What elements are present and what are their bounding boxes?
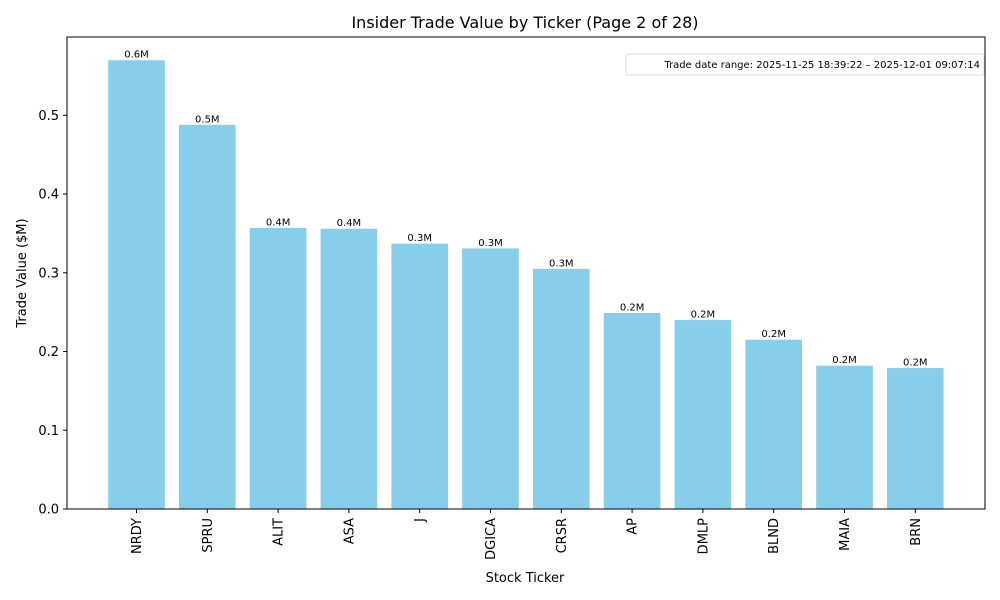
bar-alit (249, 227, 307, 509)
bar-blnd (745, 339, 802, 509)
x-tick-label: CRSR (555, 518, 570, 553)
x-tick-label: BLND (767, 518, 782, 554)
bar-brn (887, 368, 944, 509)
date-range-annotation: Trade date range: 2025-11-25 18:39:22 – … (625, 53, 985, 76)
bar-j (391, 243, 448, 509)
bar-crsr (533, 268, 590, 509)
bar-spru (179, 124, 236, 509)
bar-asa (320, 228, 378, 510)
annotation-background (625, 53, 985, 76)
x-tick-label: NRDY (130, 518, 145, 554)
y-tick-label: 0.4 (38, 188, 59, 203)
x-tick-label: DMLP (696, 518, 711, 554)
x-tick-label: SPRU (201, 518, 216, 553)
x-axis-label: Stock Ticker (486, 571, 565, 586)
x-tick-label: ASA (342, 518, 357, 544)
bar-value-label: 0.3M (478, 238, 503, 249)
bar-dgica (462, 248, 519, 509)
x-tick-label: ALIT (272, 518, 287, 546)
y-axis: 0.0 0.1 0.2 0.3 0.4 0.5 (38, 109, 67, 518)
bar-value-label: 0.5M (195, 114, 220, 125)
y-tick-label: 0.3 (38, 266, 59, 281)
bar-value-label: 0.2M (832, 355, 857, 366)
y-tick-label: 0.5 (38, 109, 59, 124)
y-tick-label: 0.2 (38, 345, 59, 360)
x-tick-label: J (413, 518, 428, 523)
bar-value-label: 0.2M (903, 358, 928, 369)
bar-dmlp (674, 320, 732, 509)
bar-value-label: 0.3M (549, 258, 574, 269)
bar-ap (603, 312, 661, 509)
bar-value-label: 0.2M (691, 310, 716, 321)
bar-value-label: 0.2M (761, 329, 786, 340)
x-tick-label: AP (626, 518, 641, 535)
bar-value-label: 0.4M (337, 218, 362, 229)
bar-value-labels: 0.6M 0.5M 0.4M 0.4M 0.3M 0.3M 0.3M 0.2M 0.2M 0.2M… (124, 50, 927, 369)
chart-title: Insider Trade Value by Ticker (Page 2 of… (351, 13, 698, 32)
bars-group (108, 60, 944, 510)
bar-maia (816, 365, 873, 509)
y-axis-label: Trade Value ($M) (15, 218, 30, 328)
x-tick-label: MAIA (838, 518, 853, 551)
bar-value-label: 0.6M (124, 50, 149, 61)
plot-frame (66, 36, 986, 510)
y-tick-label: 0.1 (38, 424, 59, 439)
annotation-text: Trade date range: 2025-11-25 18:39:22 – … (663, 60, 980, 71)
x-axis: NRDY SPRU ALIT ASA J DGICA CRSR AP DMLP BLND MAIA B… (130, 509, 924, 560)
y-tick-label: 0.0 (38, 503, 59, 518)
bar-nrdy (108, 60, 165, 510)
bar-value-label: 0.2M (620, 302, 645, 313)
bar-value-label: 0.3M (407, 233, 432, 244)
x-tick-label: DGICA (484, 518, 499, 560)
bar-value-label: 0.4M (266, 217, 291, 228)
x-tick-label: BRN (909, 518, 924, 546)
